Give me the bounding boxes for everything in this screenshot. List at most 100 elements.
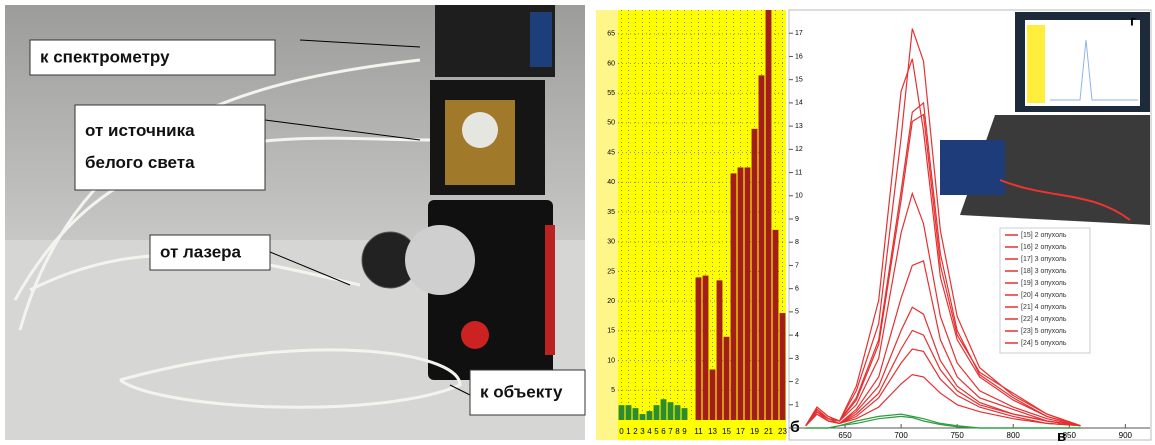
y-tick-label: 10 (607, 357, 615, 364)
bar (716, 280, 723, 420)
x-tick-label: 7 (668, 427, 673, 436)
y-tick-label: 30 (607, 239, 615, 246)
photo-label: от лазера (160, 242, 242, 261)
inset-photo: г (940, 12, 1150, 354)
line-plot (805, 28, 1081, 429)
x-tick-label: 850 (1063, 431, 1077, 440)
spectrum-line (805, 58, 1081, 427)
y-tick-label: 16 (795, 53, 803, 60)
legend (999, 227, 1091, 354)
y-tick-label: 2 (795, 378, 799, 385)
y-tick-label: 45 (607, 149, 615, 156)
bar (779, 313, 786, 420)
y-tick-label: 8 (795, 239, 799, 246)
legend-label: [17] 3 опухоль (1021, 256, 1067, 263)
legend-label: [16] 2 опухоль (1021, 244, 1067, 251)
x-tick-label: 5 (654, 427, 659, 436)
x-tick-label: 13 (708, 427, 717, 436)
bar (744, 167, 751, 420)
bar-axis-strip (596, 10, 618, 440)
x-tick-label: 1 (626, 427, 631, 436)
y-tick-label: 15 (607, 328, 615, 335)
y-tick-label: 14 (795, 100, 803, 107)
y-tick-label: 12 (795, 146, 803, 153)
spectrum-line (805, 191, 1081, 427)
bar (709, 369, 716, 420)
bar (632, 408, 639, 420)
y-tick-label: 7 (795, 262, 799, 269)
bar (751, 128, 758, 420)
bar (730, 173, 737, 420)
bar (674, 405, 681, 420)
legend-label: [19] 3 опухоль (1021, 280, 1067, 287)
y-tick-label: 1 (795, 402, 799, 409)
bar-plot (618, 10, 786, 421)
legend-label: [15] 2 опухоль (1021, 232, 1067, 239)
photo: к спектрометру от источника белого света … (5, 5, 586, 440)
x-tick-label: 2 (633, 427, 638, 436)
bar (723, 336, 730, 420)
spectrum-line (805, 259, 1081, 427)
y-tick-label: 60 (607, 60, 615, 67)
x-tick-label: 650 (838, 431, 852, 440)
bar (681, 408, 688, 420)
bar (765, 10, 772, 420)
x-tick-label: 8 (675, 427, 680, 436)
spectrum-line (805, 373, 1081, 427)
legend-label: [24] 5 опухоль (1021, 340, 1067, 347)
x-tick-label: 750 (950, 431, 964, 440)
x-tick-label: 11 (694, 427, 703, 436)
x-tick-label: 21 (764, 427, 773, 436)
y-tick-label: 11 (795, 169, 802, 176)
x-tick-label: 900 (1119, 431, 1133, 440)
legend-label: [18] 3 опухоль (1021, 268, 1067, 275)
x-tick-label: 19 (750, 427, 759, 436)
y-tick-label: 10 (795, 193, 803, 200)
y-tick-label: 5 (795, 309, 799, 316)
photo-label: к объекту (480, 382, 563, 401)
y-tick-label: 65 (607, 31, 615, 38)
x-tick-label: 6 (661, 427, 666, 436)
x-tick-label: 23 (778, 427, 787, 436)
y-tick-label: 55 (607, 90, 615, 97)
bar (667, 402, 674, 420)
bar (737, 167, 744, 420)
x-tick-label: 700 (894, 431, 908, 440)
bar (695, 277, 702, 420)
x-tick-label: 17 (736, 427, 745, 436)
inset-label: г (1130, 13, 1136, 29)
y-tick-label: 25 (607, 268, 615, 275)
panel-label: в (1057, 428, 1066, 445)
legend-label: [20] 4 опухоль (1021, 292, 1067, 299)
x-tick-label: 9 (682, 427, 687, 436)
x-tick-label: 15 (722, 427, 731, 436)
bar (653, 405, 660, 420)
y-tick-label: 9 (795, 216, 799, 223)
x-tick-label: 0 (619, 427, 624, 436)
y-tick-label: 35 (607, 209, 615, 216)
bar (702, 275, 709, 420)
y-tick-label: 40 (607, 179, 615, 186)
y-tick-label: 6 (795, 286, 799, 293)
x-tick-label: 800 (1007, 431, 1021, 440)
x-tick-label: 3 (640, 427, 645, 436)
bar (758, 75, 765, 421)
bar (639, 414, 646, 420)
x-tick-label: 4 (647, 427, 652, 436)
legend-label: [22] 4 опухоль (1021, 316, 1067, 323)
spectrum-line (805, 415, 1081, 429)
y-tick-label: 13 (795, 123, 803, 130)
photo-label: к спектрометру (40, 47, 170, 66)
y-tick-label: 5 (611, 387, 615, 394)
bar (646, 411, 653, 420)
y-tick-label: 17 (795, 30, 803, 37)
y-tick-label: 4 (795, 332, 799, 339)
bar (772, 229, 779, 420)
bar (625, 405, 632, 420)
y-tick-label: 15 (795, 77, 803, 84)
legend-label: [21] 4 опухоль (1021, 304, 1067, 311)
y-tick-label: 50 (607, 120, 615, 127)
y-tick-label: 20 (607, 298, 615, 305)
photo-label: от источника белого света (85, 121, 195, 172)
